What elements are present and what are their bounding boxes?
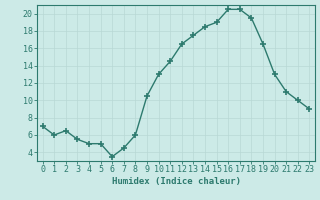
X-axis label: Humidex (Indice chaleur): Humidex (Indice chaleur) <box>111 177 241 186</box>
